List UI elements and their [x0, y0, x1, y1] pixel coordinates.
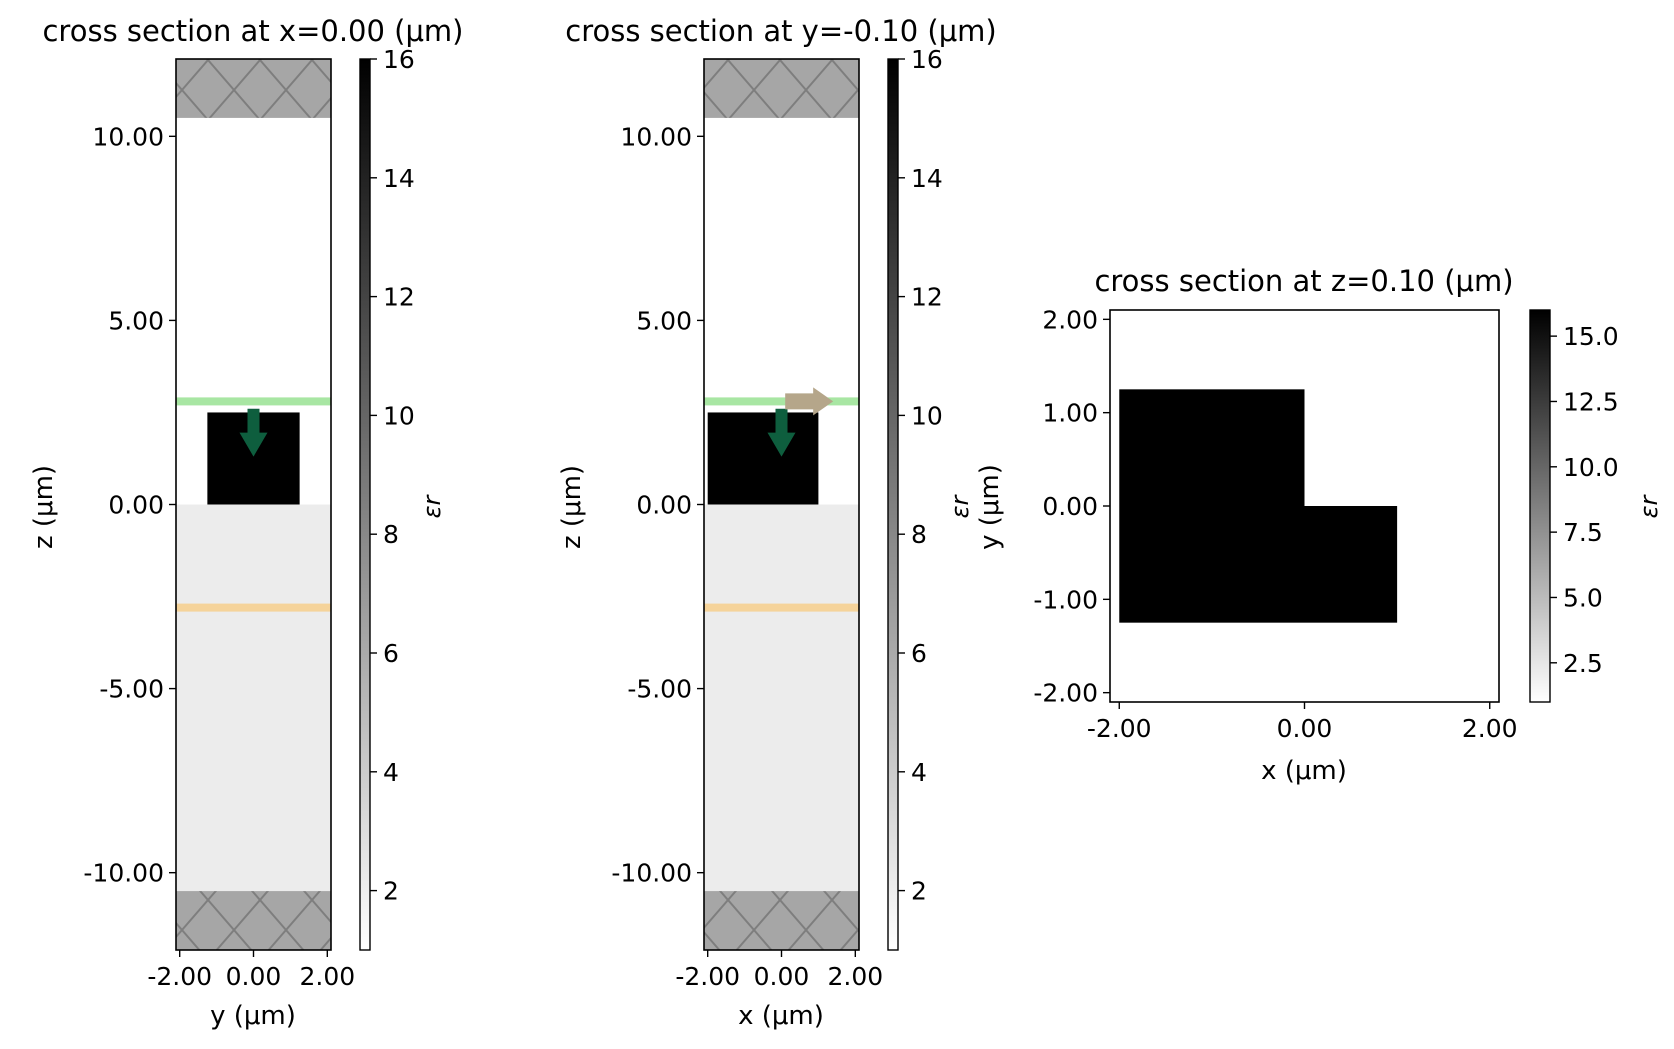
y-tick-label: -10.00 [83, 859, 164, 888]
y-tick-label: -10.00 [611, 859, 692, 888]
colorbar-label: εr [418, 493, 446, 518]
colorbar: 2 4 6 8 10 12 14 16 [887, 45, 943, 951]
x-tick-label: -2.00 [1087, 714, 1152, 743]
colorbar-tick-label: 10.0 [1563, 453, 1619, 482]
panel-z-cross-section: cross section at z=0.10 (μm) -2.00 0.00 2.… [975, 264, 1663, 786]
panel-x-cross-section: cross section at x=0.00 (μm) -2.00 0.00 2.… [29, 14, 464, 1031]
flux-monitor [176, 397, 331, 406]
colorbar-tick-label: 10 [911, 401, 943, 430]
y-axis-label: z (μm) [29, 465, 59, 549]
x-tick-label: 2.00 [827, 962, 883, 991]
x-axis-label: x (μm) [1261, 756, 1347, 786]
colorbar-tick-label: 15.0 [1563, 322, 1619, 351]
colorbar-label: εr [946, 493, 974, 518]
colorbar: 2 4 6 8 10 12 14 16 [359, 45, 415, 951]
panel-y-cross-section: cross section at y=-0.10 (μm) -2.00 0.00 2… [557, 14, 997, 1031]
waveguide-left-region [1119, 389, 1305, 623]
colorbar-tick-label: 12 [911, 283, 943, 312]
colorbar-tick-label: 8 [911, 520, 927, 549]
colorbar: 2.5 5.0 7.5 10.0 12.5 15.0 [1529, 309, 1619, 703]
colorbar-tick-label: 5.0 [1563, 583, 1603, 612]
x-tick-label: 0.00 [754, 962, 810, 991]
colorbar-gradient [1529, 309, 1551, 703]
plot-area: -2.00 0.00 2.00 -2.00 -1.00 0.00 1.00 2.00 [1033, 305, 1517, 743]
colorbar-tick-label: 6 [383, 639, 399, 668]
x-tick-label: -2.00 [147, 962, 212, 991]
colorbar-tick-label: 14 [383, 164, 415, 193]
plot-area: -2.00 0.00 2.00 -10.00 -5.00 0.00 5.00 10.00 [611, 58, 883, 991]
polarization-arrow [785, 387, 834, 416]
x-axis-label: y (μm) [210, 1001, 296, 1031]
source-plane [704, 603, 859, 612]
y-tick-label: 0.00 [1042, 492, 1098, 521]
x-tick-label: 2.00 [299, 962, 355, 991]
colorbar-tick-label: 14 [911, 164, 943, 193]
pml-region [176, 59, 331, 118]
panel-title: cross section at z=0.10 (μm) [1094, 264, 1513, 298]
panel-title: cross section at x=0.00 (μm) [42, 14, 463, 48]
x-tick-label: -2.00 [675, 962, 740, 991]
x-tick-label: 0.00 [1277, 714, 1333, 743]
y-tick-label: 10.00 [92, 122, 164, 151]
x-tick-label: 0.00 [226, 962, 282, 991]
plot-area: -2.00 0.00 2.00 -10.00 -5.00 0.00 5.00 10.00 [83, 58, 355, 991]
waveguide-region [707, 412, 819, 505]
colorbar-gradient [887, 58, 899, 951]
panel-title: cross section at y=-0.10 (μm) [565, 14, 996, 48]
y-tick-label: 1.00 [1042, 399, 1098, 428]
y-axis-label: y (μm) [975, 464, 1005, 550]
substrate-region [176, 504, 331, 950]
colorbar-tick-label: 6 [911, 639, 927, 668]
y-tick-label: -2.00 [1033, 679, 1098, 708]
substrate-region [704, 504, 859, 950]
x-tick-label: 2.00 [1462, 714, 1518, 743]
y-tick-label: 0.00 [108, 491, 164, 520]
colorbar-tick-label: 12 [383, 283, 415, 312]
pml-region [176, 891, 331, 950]
colorbar-tick-label: 10 [383, 401, 415, 430]
y-tick-label: -1.00 [1033, 585, 1098, 614]
colorbar-tick-label: 2 [911, 877, 927, 906]
y-tick-label: -5.00 [99, 675, 164, 704]
colorbar-tick-label: 4 [383, 758, 399, 787]
y-tick-label: 5.00 [108, 306, 164, 335]
pml-region [704, 891, 859, 950]
injection-arrow [767, 408, 796, 457]
colorbar-gradient [359, 58, 371, 951]
y-tick-label: -5.00 [627, 675, 692, 704]
y-tick-label: 0.00 [636, 491, 692, 520]
colorbar-tick-label: 16 [383, 45, 415, 74]
colorbar-tick-label: 8 [383, 520, 399, 549]
colorbar-tick-label: 2 [383, 877, 399, 906]
colorbar-tick-label: 7.5 [1563, 518, 1603, 547]
y-tick-label: 10.00 [620, 122, 692, 151]
colorbar-tick-label: 4 [911, 758, 927, 787]
y-axis-label: z (μm) [557, 465, 587, 549]
colorbar-tick-label: 12.5 [1563, 387, 1619, 416]
colorbar-tick-label: 16 [911, 45, 943, 74]
colorbar-label: εr [1635, 493, 1663, 518]
x-axis-label: x (μm) [738, 1001, 824, 1031]
waveguide-right-region [1304, 506, 1398, 623]
flux-monitor [704, 397, 859, 406]
injection-arrow [239, 408, 268, 457]
colorbar-tick-label: 2.5 [1563, 649, 1603, 678]
y-tick-label: 2.00 [1042, 305, 1098, 334]
pml-region [704, 59, 859, 118]
source-plane [176, 603, 331, 612]
y-tick-label: 5.00 [636, 306, 692, 335]
